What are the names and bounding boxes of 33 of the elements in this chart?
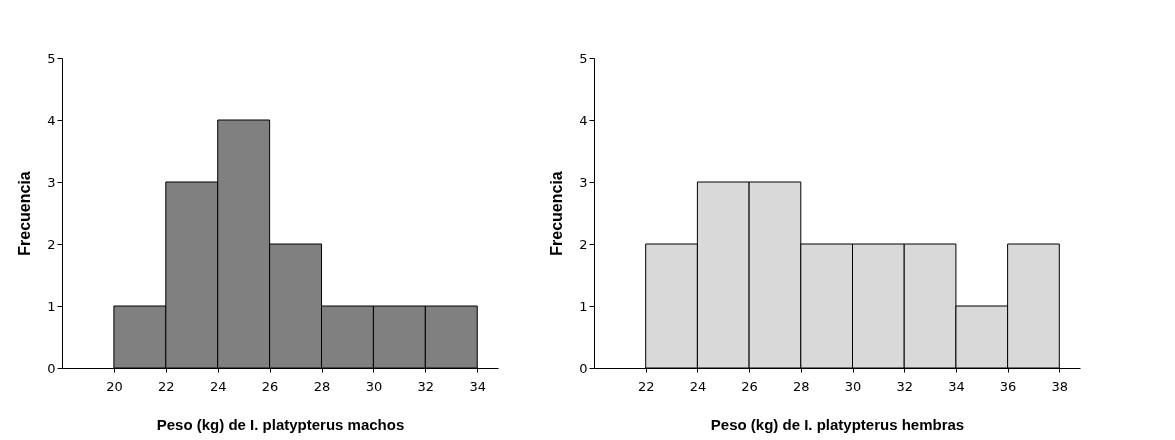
x-tick-label: 26	[741, 378, 758, 394]
x-tick-label: 24	[689, 378, 707, 394]
y-axis-title: Frecuencia	[16, 171, 34, 256]
x-tick-label: 34	[469, 378, 487, 394]
y-tick-label: 0	[579, 360, 588, 376]
y-tick-label: 2	[47, 236, 56, 252]
y-tick-label: 3	[47, 174, 56, 190]
y-tick-label: 1	[47, 298, 56, 314]
y-tick-label: 5	[579, 50, 588, 66]
x-tick-label: 30	[365, 378, 383, 394]
x-tick-label: 26	[261, 378, 279, 394]
x-tick-label: 20	[106, 378, 123, 394]
x-axis-title: Peso (kg) de I. platypterus hembras	[710, 415, 965, 433]
y-tick-label: 4	[579, 112, 588, 128]
x-tick-label: 28	[793, 378, 810, 394]
x-tick-label: 34	[948, 378, 965, 394]
x-tick-label: 32	[417, 378, 435, 394]
y-tick-label: 5	[47, 50, 56, 66]
x-tick-label: 36	[999, 378, 1017, 394]
y-axis-title: Frecuencia	[548, 171, 566, 256]
y-tick-label: 3	[579, 174, 588, 190]
x-tick-label: 32	[896, 378, 913, 394]
x-axis-title: Peso (kg) de I. platypterus machos	[156, 415, 405, 433]
y-tick-label: 2	[579, 236, 588, 252]
y-tick-label: 4	[47, 112, 56, 128]
x-tick-label: 24	[209, 378, 227, 394]
x-tick-label: 22	[637, 378, 655, 394]
x-tick-label: 30	[844, 378, 862, 394]
y-tick-label: 0	[47, 360, 56, 376]
x-tick-label: 38	[1051, 378, 1069, 394]
x-tick-label: 28	[313, 378, 331, 394]
x-tick-label: 22	[158, 378, 175, 394]
y-tick-label: 1	[579, 298, 588, 314]
